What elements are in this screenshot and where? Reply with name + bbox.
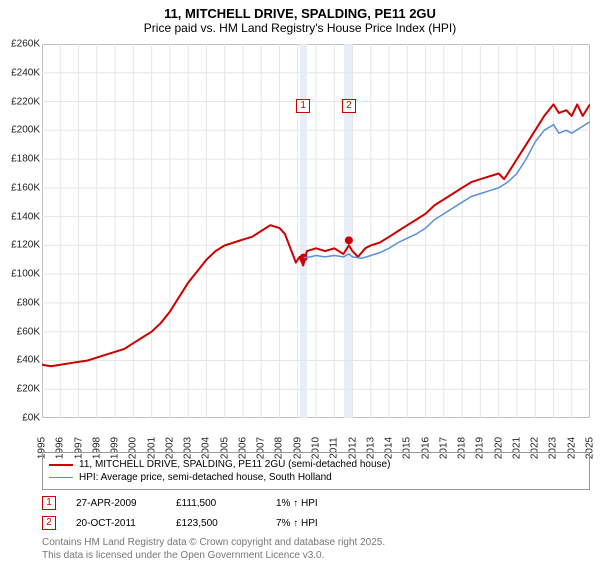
y-axis-tick: £0K: [0, 413, 40, 424]
y-axis-tick: £260K: [0, 39, 40, 50]
transaction-marker: 1: [42, 496, 56, 510]
legend-label: 11, MITCHELL DRIVE, SPALDING, PE11 2GU (…: [79, 459, 390, 470]
y-axis-tick: £100K: [0, 269, 40, 280]
series-line: [42, 104, 590, 366]
y-axis-tick: £160K: [0, 182, 40, 193]
y-axis-tick: £180K: [0, 154, 40, 165]
transaction-marker: 2: [42, 516, 56, 530]
transaction-diff: 1% ↑ HPI: [276, 498, 356, 509]
legend-item: HPI: Average price, semi-detached house,…: [49, 472, 583, 483]
y-axis-tick: £140K: [0, 211, 40, 222]
chart-plot-area: 12: [42, 44, 590, 418]
transaction-date: 27-APR-2009: [76, 498, 156, 509]
legend-label: HPI: Average price, semi-detached house,…: [79, 472, 332, 483]
legend-box: 11, MITCHELL DRIVE, SPALDING, PE11 2GU (…: [42, 452, 590, 490]
y-axis-tick: £200K: [0, 125, 40, 136]
y-axis-tick: £20K: [0, 384, 40, 395]
y-axis-tick: £80K: [0, 297, 40, 308]
chart-subtitle: Price paid vs. HM Land Registry's House …: [0, 21, 600, 39]
legend-swatch: [49, 477, 73, 478]
chart-marker: 1: [296, 99, 310, 113]
transaction-row: 1 27-APR-2009 £111,500 1% ↑ HPI: [42, 496, 590, 510]
transaction-row: 2 20-OCT-2011 £123,500 7% ↑ HPI: [42, 516, 590, 530]
y-axis-tick: £240K: [0, 67, 40, 78]
chart-title: 11, MITCHELL DRIVE, SPALDING, PE11 2GU: [0, 0, 600, 21]
transaction-date: 20-OCT-2011: [76, 518, 156, 529]
y-axis-tick: £120K: [0, 240, 40, 251]
legend-swatch: [49, 464, 73, 466]
legend-area: 11, MITCHELL DRIVE, SPALDING, PE11 2GU (…: [42, 452, 590, 562]
transaction-price: £111,500: [176, 498, 256, 509]
y-axis-tick: £220K: [0, 96, 40, 107]
y-axis-tick: £60K: [0, 326, 40, 337]
legend-item: 11, MITCHELL DRIVE, SPALDING, PE11 2GU (…: [49, 459, 583, 470]
transaction-diff: 7% ↑ HPI: [276, 518, 356, 529]
chart-lines: [42, 44, 590, 418]
chart-marker: 2: [342, 99, 356, 113]
y-axis-tick: £40K: [0, 355, 40, 366]
series-point: [345, 236, 353, 244]
transaction-price: £123,500: [176, 518, 256, 529]
copyright-text: Contains HM Land Registry data © Crown c…: [42, 536, 590, 562]
